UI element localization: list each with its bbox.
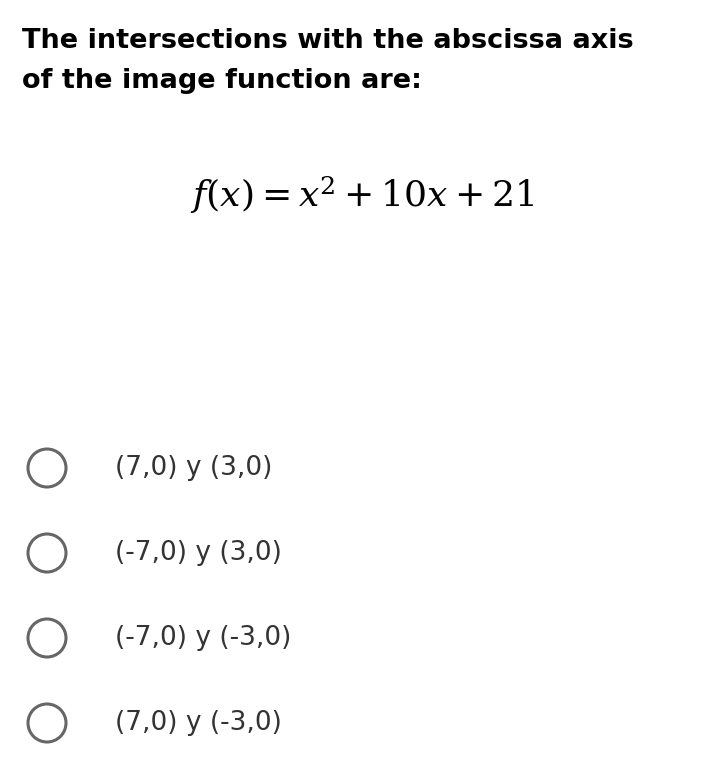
Text: $f(x) = x^2 + 10x + 21$: $f(x) = x^2 + 10x + 21$ bbox=[190, 174, 534, 216]
Text: (7,0) y (-3,0): (7,0) y (-3,0) bbox=[115, 710, 282, 736]
Text: of the image function are:: of the image function are: bbox=[22, 68, 422, 94]
Text: (-7,0) y (-3,0): (-7,0) y (-3,0) bbox=[115, 625, 291, 651]
Text: (-7,0) y (3,0): (-7,0) y (3,0) bbox=[115, 540, 282, 566]
Text: The intersections with the abscissa axis: The intersections with the abscissa axis bbox=[22, 28, 634, 54]
Text: (7,0) y (3,0): (7,0) y (3,0) bbox=[115, 455, 273, 481]
